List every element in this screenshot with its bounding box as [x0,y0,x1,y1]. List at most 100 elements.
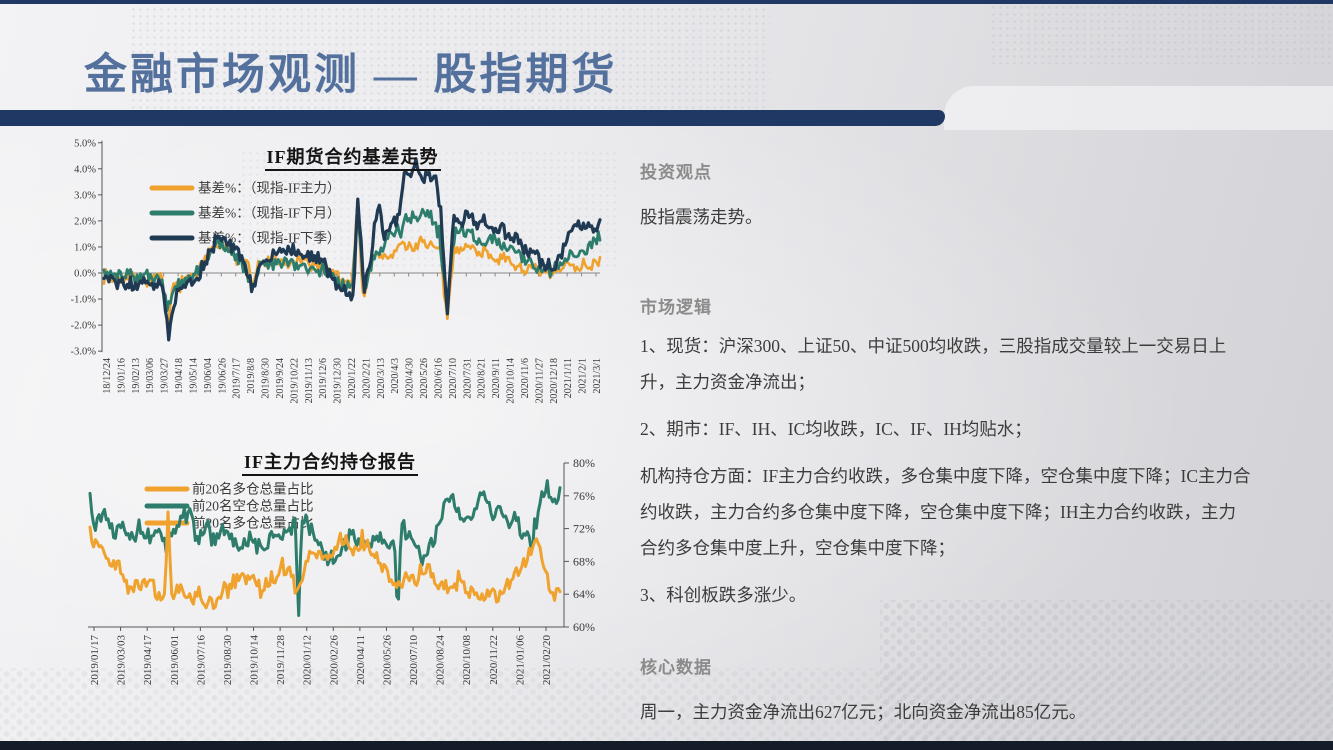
chart-text: 2020/9/11 [491,358,502,398]
chart-text: 19/06/04 [203,358,214,394]
chart-text: 2020/08/24 [435,635,447,686]
chart-text: 19/05/14 [188,358,199,394]
chart-text: 2020/8/21 [477,358,488,399]
y-tick-label: -1.0% [71,295,97,306]
chart-text: 2020/10/08 [461,635,473,686]
y-tick-label: 64% [573,587,595,601]
chart-text: 2020/2/21 [361,358,372,399]
positions-chart-svg: 80% 76% 72% 68% 64% 60% 2019/01/17 2019/03/03 20… [88,456,595,686]
heading-core-data: 核心数据 [640,658,712,677]
chart-text: 2019/8/8 [246,358,257,394]
basis-chart-title-text: IF期货合约基差走势 [264,147,441,171]
y-tick-label: 60% [573,620,595,634]
chart-text: 2021/1/11 [563,358,574,398]
chart-text: 2020/7/31 [462,358,473,399]
chart-text: 2019/12/6 [318,358,329,399]
y-tick-label: -2.0% [71,321,97,332]
legend-label: 前20名空仓总量占比 [192,498,314,514]
investment-view-text: 股指震荡走势。 [640,207,763,227]
chart-text: 2020/4/30 [405,358,416,399]
chart-text: 2020/04/11 [355,635,367,685]
heading-investment-view: 投资观点 [640,163,712,182]
chart-text: 2019/8/30 [261,358,272,399]
y-tick-label: 4.0% [74,164,96,175]
chart-text: 2020/4/3 [390,358,401,394]
page-title: 金融市场观测 — 股指期货 [84,52,618,99]
y-tick-label: 0.0% [74,269,96,280]
chart-text: 2020/10/14 [506,358,517,404]
chart-text: 2019/06/01 [169,635,181,685]
legend-label: 基差%：（现指-IF主力） [198,180,341,196]
series-line-2 [102,157,602,342]
y-tick-label: 68% [573,554,595,568]
chart-text: 2020/5/26 [419,358,430,399]
chart-text: 2019/08/30 [222,635,234,686]
header-light-cap [944,86,1333,130]
chart-text: 2019/11/28 [275,635,287,685]
bottom-accent-strip [0,741,1333,750]
chart-text: 2019/04/17 [142,635,154,686]
positions-chart-title: IF主力合约持仓报告 [80,448,580,476]
chart-text: 19/01/16 [116,358,127,394]
chart-text: 2021/01/06 [514,635,526,686]
chart-text: 2020/01/12 [302,635,314,685]
legend-label: 基差%：（现指-IF下季） [198,230,341,246]
y-tick-label: 3.0% [74,190,96,201]
y-tick-label: 2.0% [74,216,96,227]
chart-text: 2020/11/22 [488,635,500,685]
positions-chart-title-text: IF主力合约持仓报告 [242,452,418,476]
chart-text: 19/03/27 [160,358,171,394]
chart-text: 2019/10/14 [249,635,261,686]
chart-text: 2019/07/16 [195,635,207,686]
chart-text: 18/12/24 [102,358,113,394]
chart-text: 2021/02/20 [541,635,553,686]
world-map-dots-top [130,6,770,118]
chart-text: 2019/03/03 [116,635,128,686]
chart-text: 2020/3/13 [376,358,387,399]
chart-text: 2020/11/27 [534,358,545,403]
chart-text: 19/02/13 [131,358,142,394]
world-map-dots-right [990,4,1333,64]
y-tick-label: 76% [573,489,595,503]
market-logic-item-1: 1、现货：沪深300、上证50、中证500均收跌，三股指成交量较上一交易日上升，… [640,336,1227,392]
title-underline-bar [0,110,945,126]
legend-label: 前20名多仓总量占比 [192,481,314,497]
chart-text: 2019/9/24 [275,358,286,399]
chart-text: 2019/10/22 [289,358,300,404]
y-tick-label: -3.0% [71,347,97,358]
basis-chart-svg: 5.0% 4.0% 3.0% 2.0% 1.0% 0.0% -1.0% -2.0% -3.0% 1… [71,138,603,404]
y-tick-label: 72% [573,522,595,536]
market-logic-item-3: 机构持仓方面：IF主力合约收跌，多仓集中度下降，空仓集中度下降；IC主力合约收跌… [640,466,1251,558]
y-tick-label: 5.0% [74,138,96,149]
chart-text: 19/04/18 [174,358,185,394]
market-logic-item-4: 3、科创板跌多涨少。 [640,585,807,605]
chart-text: 2019/01/17 [89,635,101,686]
chart-text: 19/06/26 [217,358,228,394]
top-accent-strip [0,0,1333,4]
chart-text: 2020/02/26 [328,635,340,686]
heading-market-logic: 市场逻辑 [640,298,712,317]
chart-text: 2019/12/30 [333,358,344,404]
commentary-panel: 投资观点 股指震荡走势。 市场逻辑 1、现货：沪深300、上证50、中证500均… [640,150,1252,730]
chart-text: 2019/7/17 [232,358,243,399]
legend-label: 基差%：（现指-IF下月） [198,205,341,221]
honeycomb-texture-bottom-right [880,600,1333,742]
core-data-text: 周一，主力资金净流出627亿元；北向资金净流出85亿元。 [640,702,1087,722]
chart-text: 2019/11/13 [304,358,315,403]
market-logic-item-2: 2、期市：IF、IH、IC均收跌，IC、IF、IH均贴水； [640,419,1032,439]
basis-chart-title: IF期货合约基差走势 [80,143,625,171]
chart-text: 2020/05/26 [381,635,393,686]
honeycomb-texture-bottom [0,668,1333,742]
y-tick-label: 80% [573,456,595,470]
chart-text: 2020/12/18 [549,358,560,404]
chart-text: 2020/6/16 [433,358,444,399]
chart-text: 2021/2/1 [578,358,589,394]
chart-text: 2020/7/10 [448,358,459,399]
chart-text: 2020/1/22 [347,358,358,399]
chart-text: 2021/3/1 [592,358,603,394]
chart-text: 2020/07/10 [408,635,420,686]
chart-text: 2020/11/6 [520,358,531,398]
chart-text: 19/03/06 [145,358,156,394]
series-line-1 [88,510,562,611]
